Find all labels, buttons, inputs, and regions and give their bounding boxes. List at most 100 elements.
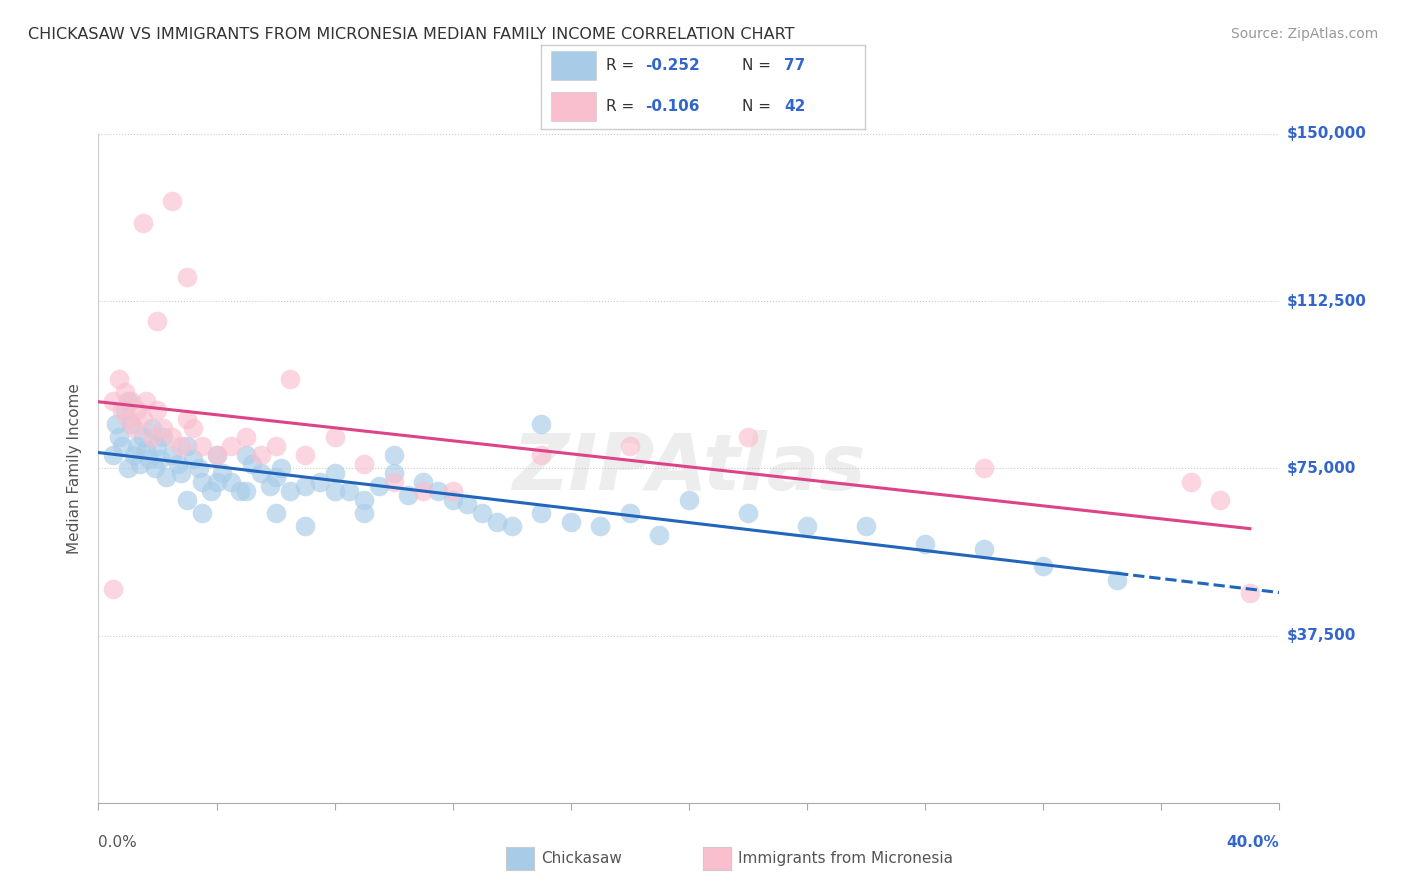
Point — [264, 439, 287, 453]
Point — [796, 519, 818, 533]
Point — [353, 492, 375, 507]
Point — [530, 506, 553, 520]
Point — [530, 417, 553, 431]
Point — [141, 430, 163, 444]
Point — [264, 506, 287, 520]
Point — [530, 448, 553, 462]
Point — [149, 452, 172, 467]
Point — [125, 439, 148, 453]
Point — [973, 541, 995, 556]
Point — [132, 430, 155, 444]
Text: Source: ZipAtlas.com: Source: ZipAtlas.com — [1230, 27, 1378, 41]
Point — [1032, 559, 1054, 574]
Point — [146, 439, 169, 453]
Point — [278, 483, 302, 498]
Point — [135, 394, 157, 409]
Point — [368, 479, 391, 493]
Point — [108, 372, 131, 386]
Point — [132, 216, 155, 230]
Point — [678, 492, 700, 507]
Text: R =: R = — [606, 58, 640, 73]
Point — [170, 439, 193, 453]
Point — [135, 443, 157, 458]
Point — [471, 506, 494, 520]
Point — [191, 475, 214, 489]
Point — [125, 403, 148, 417]
Text: Chickasaw: Chickasaw — [541, 852, 623, 866]
Point — [219, 475, 243, 489]
Text: 77: 77 — [785, 58, 806, 73]
Point — [176, 492, 198, 507]
Point — [648, 528, 671, 542]
Point — [181, 421, 204, 435]
Point — [1105, 573, 1128, 587]
Point — [250, 448, 273, 462]
Point — [170, 466, 193, 480]
Point — [441, 483, 464, 498]
Point — [143, 461, 166, 475]
Text: R =: R = — [606, 99, 640, 114]
Text: 40.0%: 40.0% — [1226, 836, 1279, 850]
Point — [427, 483, 450, 498]
Point — [138, 452, 160, 467]
Point — [108, 430, 131, 444]
Point — [235, 448, 257, 462]
Text: CHICKASAW VS IMMIGRANTS FROM MICRONESIA MEDIAN FAMILY INCOME CORRELATION CHART: CHICKASAW VS IMMIGRANTS FROM MICRONESIA … — [28, 27, 794, 42]
Point — [323, 466, 346, 480]
Point — [191, 439, 214, 453]
Point — [412, 475, 434, 489]
Point — [294, 448, 316, 462]
Point — [270, 461, 292, 475]
Text: 0.0%: 0.0% — [98, 836, 138, 850]
Text: ZIPAtlas: ZIPAtlas — [512, 430, 866, 507]
Point — [176, 269, 198, 284]
Text: $150,000: $150,000 — [1286, 127, 1367, 141]
Point — [122, 448, 145, 462]
Point — [278, 372, 302, 386]
Point — [412, 483, 434, 498]
Point — [1209, 492, 1232, 507]
Point — [111, 439, 134, 453]
Text: $37,500: $37,500 — [1286, 628, 1355, 643]
Point — [181, 452, 204, 467]
Point — [914, 537, 936, 551]
Point — [382, 448, 405, 462]
Text: $112,500: $112,500 — [1286, 293, 1367, 309]
Point — [240, 457, 263, 471]
Point — [219, 439, 243, 453]
Point — [259, 479, 281, 493]
Point — [205, 448, 228, 462]
Point — [337, 483, 360, 498]
Point — [167, 457, 190, 471]
Point — [264, 470, 287, 484]
Point — [103, 448, 125, 462]
Point — [114, 385, 136, 400]
Point — [486, 515, 509, 529]
Point — [973, 461, 995, 475]
Point — [146, 403, 169, 417]
Point — [855, 519, 877, 533]
Point — [120, 417, 142, 431]
Point — [619, 506, 641, 520]
Point — [501, 519, 523, 533]
Point — [141, 421, 163, 435]
Point — [205, 475, 228, 489]
Point — [353, 457, 375, 471]
Point — [382, 475, 405, 489]
Text: N =: N = — [742, 58, 776, 73]
Point — [353, 506, 375, 520]
Bar — [551, 92, 596, 120]
Point — [560, 515, 582, 529]
Text: $75,000: $75,000 — [1286, 461, 1355, 475]
Point — [117, 461, 139, 475]
Point — [191, 506, 214, 520]
Point — [456, 497, 478, 511]
Point — [114, 403, 136, 417]
Point — [146, 314, 169, 328]
Point — [589, 519, 612, 533]
Point — [205, 448, 228, 462]
Text: 42: 42 — [785, 99, 806, 114]
Point — [250, 466, 273, 480]
Point — [619, 439, 641, 453]
Point — [737, 506, 759, 520]
